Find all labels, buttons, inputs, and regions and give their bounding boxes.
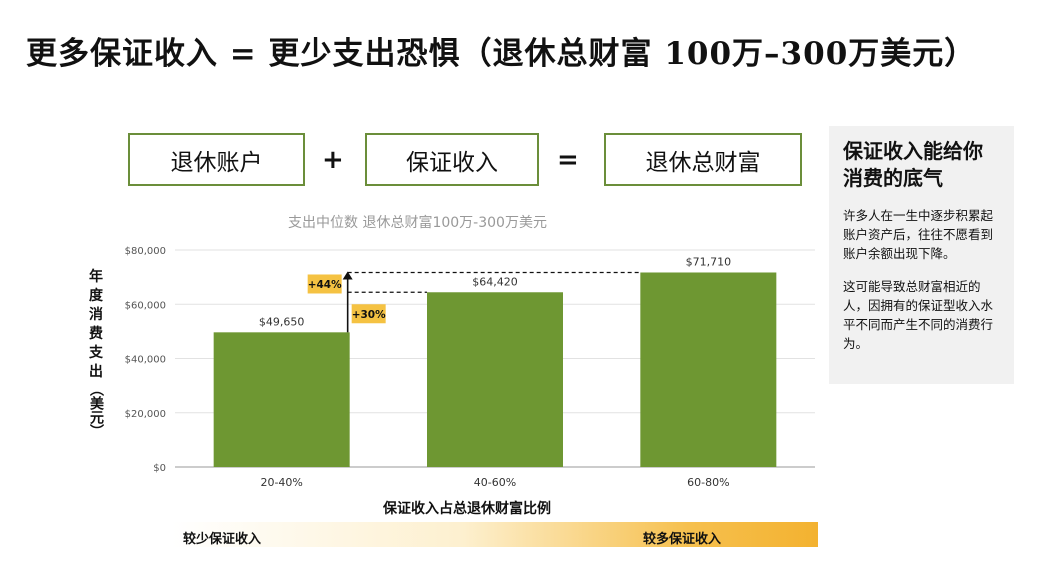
y-tick-label: $40,000 bbox=[125, 355, 166, 366]
bar bbox=[427, 292, 563, 467]
chart-title: 支出中位数 退休总财富100万-300万美元 bbox=[288, 215, 547, 231]
sidebar-paragraph-2: 这可能导致总财富相近的人，因拥有的保证型收入水平不同而产生不同的消费行为。 bbox=[843, 279, 994, 351]
total-wealth-box: 退休总财富 bbox=[604, 133, 802, 186]
y-axis-label: 年度消费支出 （美元） bbox=[86, 268, 106, 438]
bar-value-label: $64,420 bbox=[472, 275, 518, 288]
plus-sign: + bbox=[322, 145, 344, 175]
annotation-badge bbox=[307, 274, 342, 294]
retirement-account-box: 退休账户 bbox=[128, 133, 305, 186]
y-axis-label-main: 年度消费支出 bbox=[89, 269, 103, 380]
annotation-label: +44% bbox=[308, 279, 342, 291]
x-tick-label: 60-80% bbox=[687, 476, 729, 489]
bar-value-label: $49,650 bbox=[259, 315, 305, 328]
y-tick-label: $20,000 bbox=[125, 409, 166, 420]
sidebar-paragraph-1: 许多人在一生中逐步积累起账户资产后，往往不愿看到账户余额出现下降。 bbox=[843, 208, 994, 261]
page-title: 更多保证收入 = 更少支出恐惧（退休总财富 100万–300万美元） bbox=[26, 36, 977, 72]
bar-value-label: $71,710 bbox=[686, 255, 732, 268]
annotation-badge bbox=[351, 304, 386, 324]
bar bbox=[213, 332, 350, 467]
y-tick-label: $0 bbox=[153, 463, 166, 474]
income-gradient-bar bbox=[172, 522, 818, 547]
y-tick-label: $80,000 bbox=[125, 246, 166, 257]
bar bbox=[640, 272, 777, 467]
equals-sign: = bbox=[557, 145, 579, 175]
growth-arrow-head bbox=[342, 271, 353, 280]
x-tick-label: 20-40% bbox=[260, 476, 302, 489]
x-axis-label: 保证收入占总退休财富比例 bbox=[383, 501, 551, 517]
sidebar-panel: 保证收入能给你消费的底气 许多人在一生中逐步积累起账户资产后，往往不愿看到账户余… bbox=[829, 126, 1014, 384]
x-tick-label: 40-60% bbox=[474, 476, 516, 489]
guaranteed-income-box: 保证收入 bbox=[365, 133, 539, 186]
annotation-label: +30% bbox=[352, 309, 386, 321]
y-axis-label-unit: （美元） bbox=[88, 382, 104, 438]
more-guaranteed-income-label: 较多保证收入 bbox=[643, 532, 722, 547]
y-tick-label: $60,000 bbox=[125, 300, 166, 311]
sidebar-heading: 保证收入能给你消费的底气 bbox=[843, 139, 983, 190]
less-guaranteed-income-label: 较少保证收入 bbox=[183, 532, 262, 547]
